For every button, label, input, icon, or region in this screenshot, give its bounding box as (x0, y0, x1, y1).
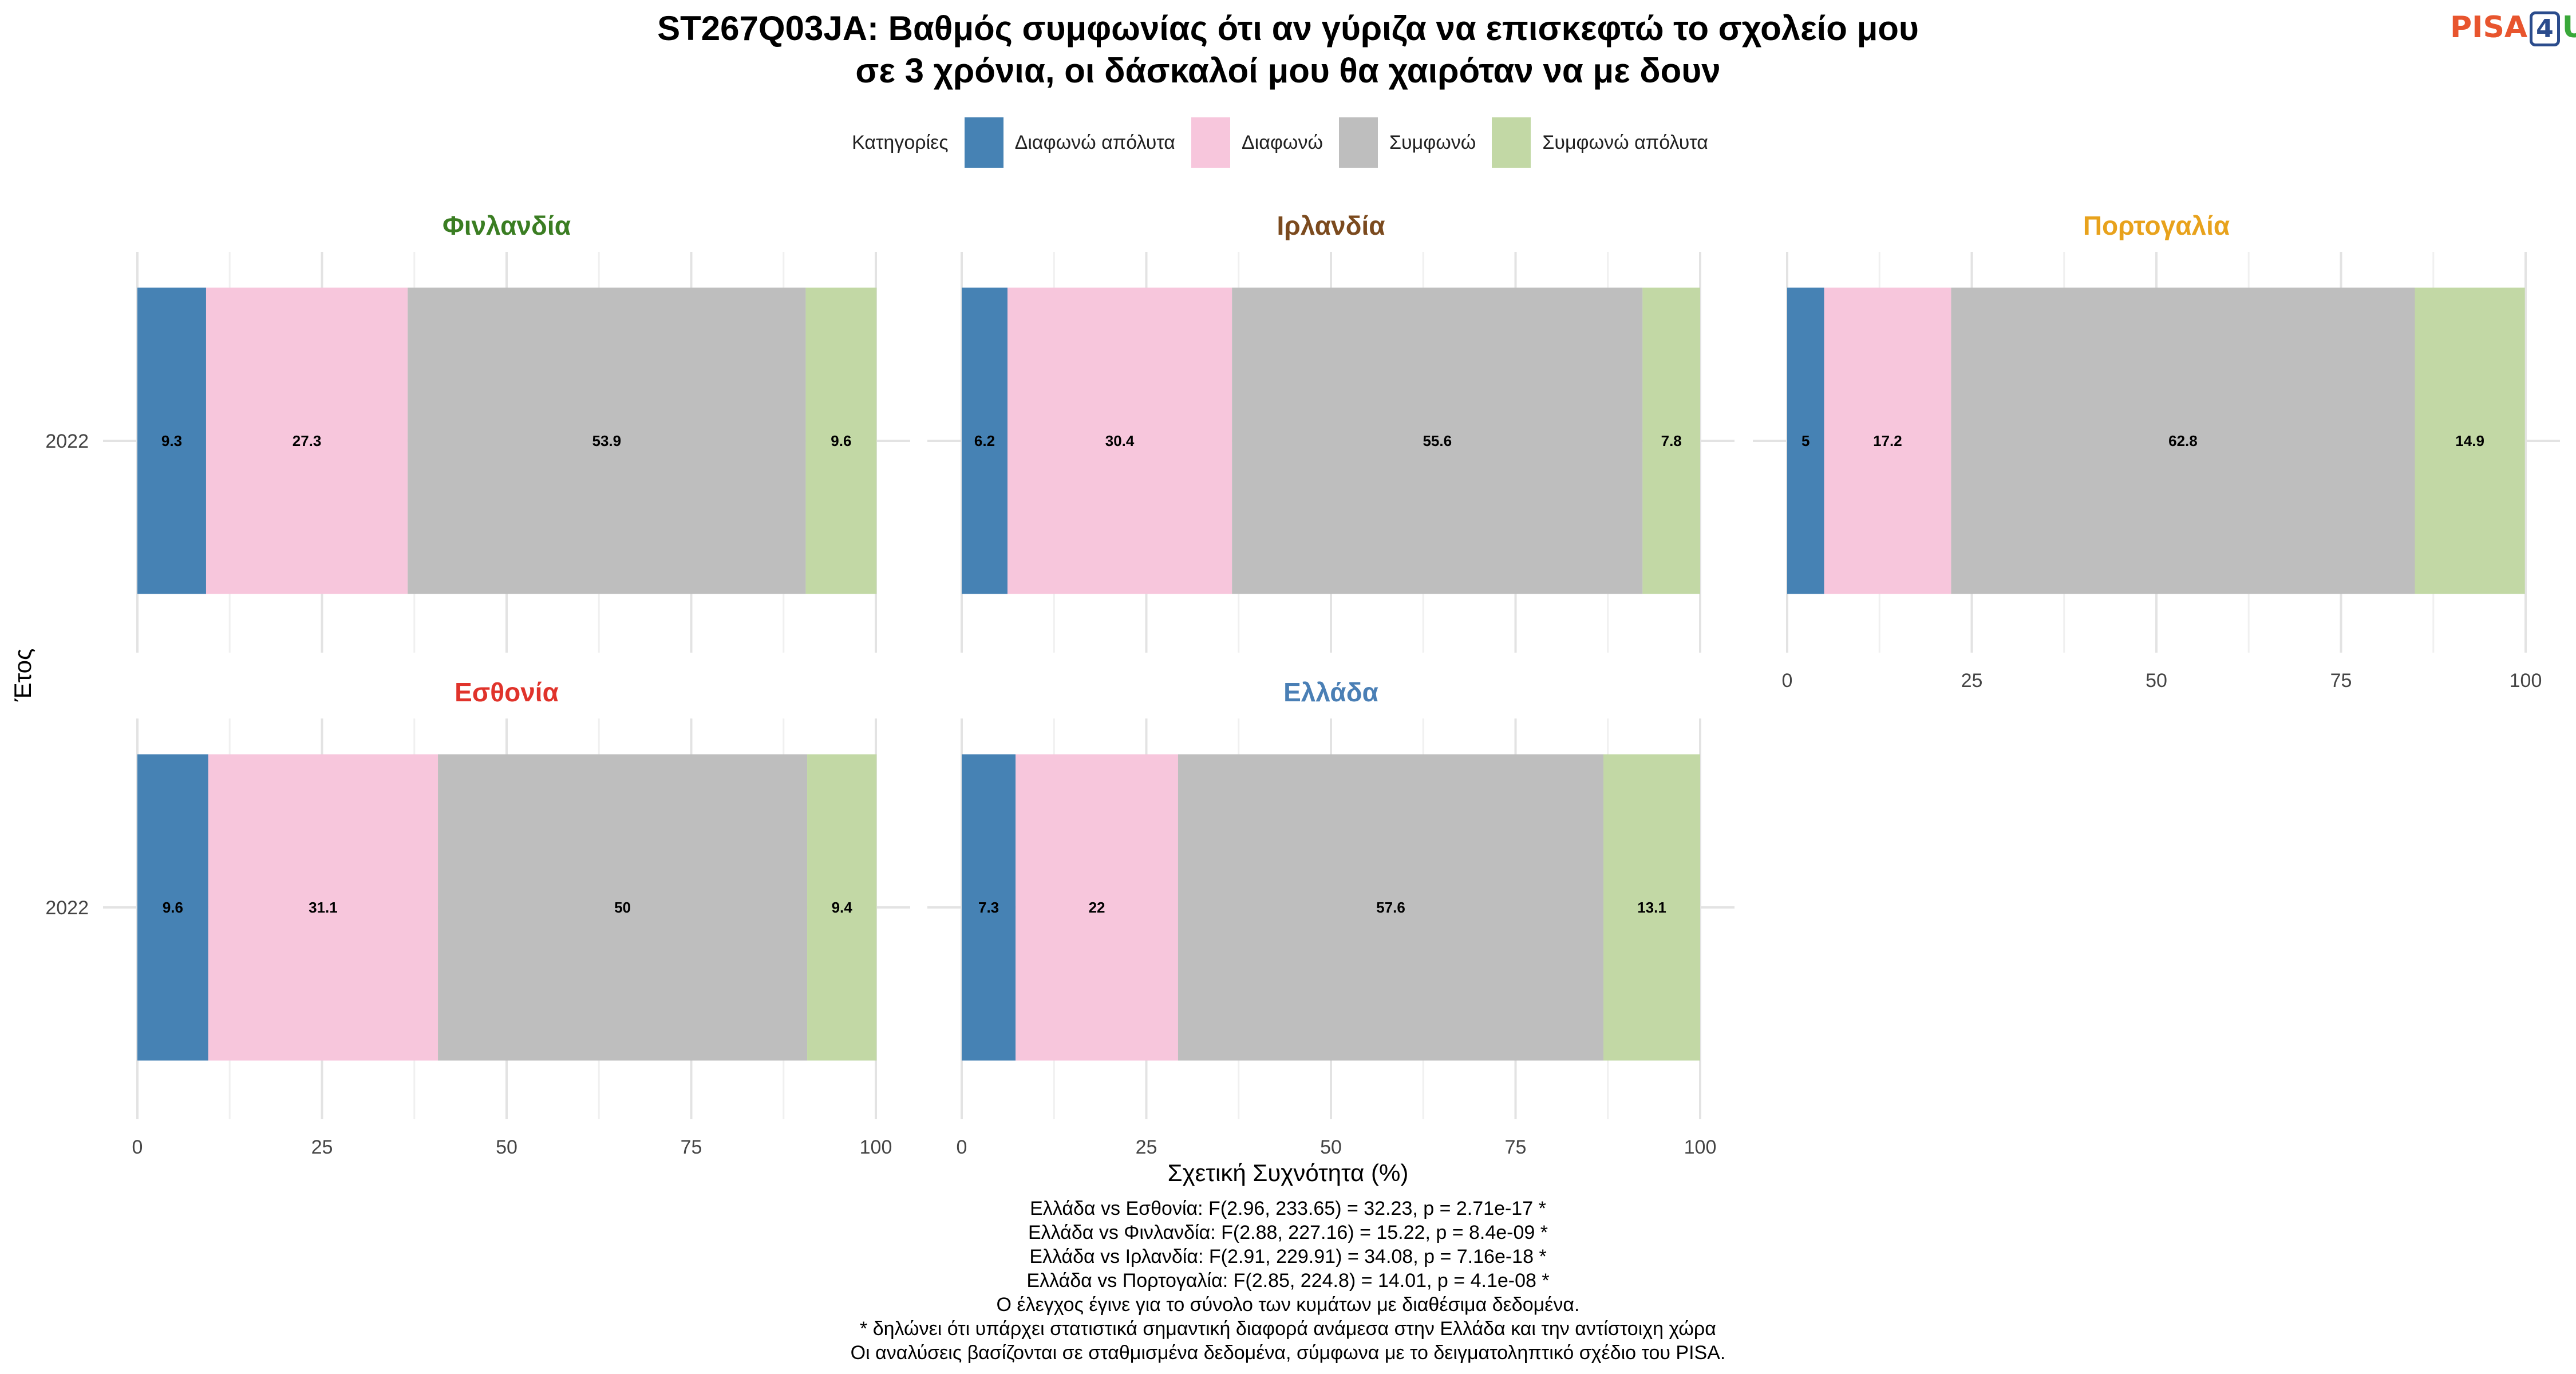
bar-segment (1824, 287, 1951, 594)
bar-segment (807, 754, 877, 1061)
panel-title: Ελλάδα (1283, 677, 1378, 707)
y-tick-label: 2022 (45, 897, 89, 919)
footer-line: Ελλάδα vs Πορτογαλία: F(2.85, 224.8) = 1… (1026, 1270, 1550, 1292)
x-tick-label: 50 (496, 1136, 517, 1158)
data-label: 50 (614, 899, 631, 916)
x-tick-label: 0 (957, 1136, 967, 1158)
data-label: 31.1 (309, 899, 338, 916)
footer-line: Ελλάδα vs Εσθονία: F(2.96, 233.65) = 32.… (1030, 1198, 1546, 1219)
logo-text-pisa: PISA (2450, 10, 2528, 45)
chart-title-line-1: ST267Q03JA: Βαθμός συμφωνίας ότι αν γύρι… (657, 9, 1919, 48)
data-label: 13.1 (1637, 899, 1666, 916)
legend-title: Κατηγορίες (852, 131, 949, 153)
data-label: 30.4 (1105, 432, 1135, 449)
bar-segment (1642, 287, 1700, 594)
y-axis-title: Έτος (9, 648, 36, 702)
legend-item: Διαφωνώ απόλυτα (964, 117, 1175, 168)
legend-swatch (964, 117, 1003, 168)
footer-line: Ελλάδα vs Ιρλανδία: F(2.91, 229.91) = 34… (1029, 1246, 1547, 1268)
x-tick-label: 100 (860, 1136, 892, 1158)
x-axis-title: Σχετική Συχνότητα (%) (1167, 1159, 1409, 1186)
data-label: 7.3 (978, 899, 999, 916)
data-label: 62.8 (2168, 432, 2198, 449)
legend-item: Διαφωνώ (1191, 117, 1323, 168)
legend-label: Διαφωνώ απόλυτα (1014, 131, 1175, 153)
legend-label: Διαφωνώ (1241, 131, 1323, 153)
logo-text-u: U (2562, 10, 2576, 45)
bar-segment (438, 754, 808, 1061)
data-label: 6.2 (974, 432, 995, 449)
bar-segment (1603, 754, 1700, 1061)
bar-segment (962, 754, 1016, 1061)
panel-title: Πορτογαλία (2083, 211, 2230, 240)
data-label: 57.6 (1376, 899, 1405, 916)
panel-title: Ιρλανδία (1277, 211, 1385, 240)
bar-segment (1951, 287, 2415, 594)
x-tick-label: 50 (1320, 1136, 1342, 1158)
bar-segment (137, 754, 208, 1061)
data-label: 27.3 (293, 432, 322, 449)
bar-segment (1787, 287, 1824, 594)
x-tick-label: 25 (311, 1136, 333, 1158)
x-tick-label: 50 (2146, 670, 2167, 692)
bar-segment (1016, 754, 1178, 1061)
data-label: 55.6 (1423, 432, 1452, 449)
panel-title: Φινλανδία (442, 211, 571, 240)
legend-swatch (1339, 117, 1378, 168)
x-tick-label: 75 (2330, 670, 2352, 692)
footer-line: Ο έλεγχος έγινε για το σύνολο των κυμάτω… (996, 1294, 1580, 1316)
pisa4u-logo: PISA 4 U (2450, 10, 2576, 46)
legend: Κατηγορίες Διαφωνώ απόλυτα Διαφωνώ Συμφω… (0, 117, 2576, 168)
legend-item: Συμφωνώ (1339, 117, 1476, 168)
logo-text-number: 4 (2530, 11, 2560, 46)
data-label: 14.9 (2455, 432, 2484, 449)
legend-item: Συμφωνώ απόλυτα (1492, 117, 1708, 168)
x-tick-label: 0 (132, 1136, 143, 1158)
x-tick-label: 25 (1961, 670, 1983, 692)
x-tick-label: 75 (681, 1136, 702, 1158)
data-label: 17.2 (1873, 432, 1902, 449)
y-tick-label: 2022 (45, 431, 89, 452)
bar-segment (1178, 754, 1604, 1061)
legend-label: Συμφωνώ απόλυτα (1542, 131, 1708, 153)
x-tick-label: 100 (2510, 670, 2542, 692)
bar-segment (137, 287, 206, 594)
x-tick-label: 25 (1136, 1136, 1157, 1158)
data-label: 22 (1089, 899, 1105, 916)
panel-title: Εσθονία (455, 677, 559, 707)
data-label: 9.6 (163, 899, 183, 916)
legend-label: Συμφωνώ (1389, 131, 1476, 153)
data-label: 9.4 (832, 899, 853, 916)
footer-line: Ελλάδα vs Φινλανδία: F(2.88, 227.16) = 1… (1028, 1222, 1548, 1243)
data-label: 53.9 (592, 432, 621, 449)
x-tick-label: 100 (1684, 1136, 1717, 1158)
chart-title-line-2: σε 3 χρόνια, οι δάσκαλοί μου θα χαιρόταν… (855, 52, 1721, 90)
bar-segment (1007, 287, 1232, 594)
x-tick-label: 0 (1782, 670, 1793, 692)
footer-line: Οι αναλύσεις βασίζονται σε σταθμισμένα δ… (850, 1342, 1726, 1364)
x-tick-label: 75 (1505, 1136, 1527, 1158)
data-label: 9.6 (831, 432, 851, 449)
data-label: 7.8 (1661, 432, 1682, 449)
data-label: 9.3 (161, 432, 182, 449)
bar-segment (1232, 287, 1643, 594)
legend-swatch (1492, 117, 1531, 168)
legend-swatch (1191, 117, 1230, 168)
bar-segment (408, 287, 806, 594)
bar-segment (206, 287, 408, 594)
data-label: 5 (1801, 432, 1809, 449)
bar-segment (208, 754, 438, 1061)
bar-segment (805, 287, 877, 594)
bar-segment (962, 287, 1008, 594)
footer-line: * δηλώνει ότι υπάρχει στατιστικά σημαντι… (860, 1318, 1716, 1340)
bar-segment (2415, 287, 2525, 594)
